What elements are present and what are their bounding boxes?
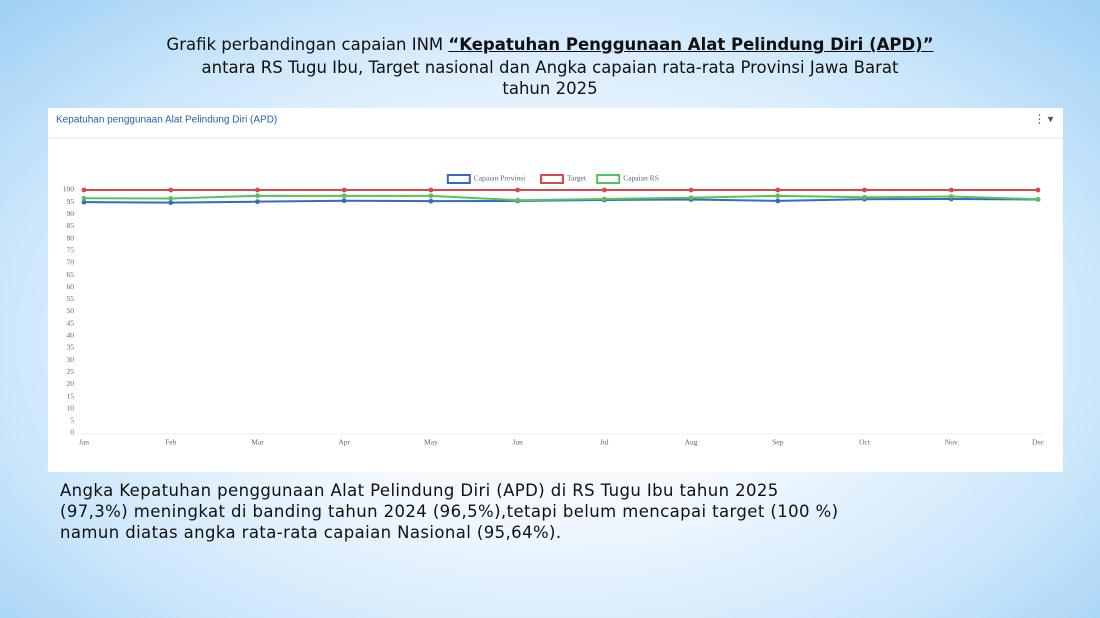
summary-text: namun diatas angka rata-rata capaian Nas… — [60, 523, 562, 542]
chart-panel: Kepatuhan penggunaan Alat Pelindung Diri… — [48, 108, 1063, 472]
legend-label: Capaian Provinsi — [474, 174, 525, 183]
data-point — [601, 196, 607, 202]
series-line — [83, 194, 1039, 202]
y-tick-label: 0 — [70, 428, 74, 437]
y-tick-label: 100 — [63, 185, 75, 194]
summary-text: (97,3%) meningkat di banding tahun 2024 … — [60, 502, 839, 521]
data-point — [1035, 196, 1041, 202]
x-tick-label: Jan — [79, 438, 89, 447]
summary-text: Angka Kepatuhan penggunaan Alat Pelindun… — [60, 481, 779, 500]
y-tick-label: 25 — [67, 367, 75, 376]
data-point — [862, 187, 867, 193]
data-point — [428, 193, 434, 199]
data-point — [948, 194, 954, 199]
legend-swatch — [540, 174, 564, 184]
y-tick-label: 10 — [67, 403, 75, 412]
legend-swatch — [596, 174, 621, 184]
data-point — [341, 198, 347, 204]
data-point — [688, 195, 694, 201]
y-tick-label: 60 — [67, 282, 75, 291]
y-tick-label: 65 — [67, 270, 75, 279]
data-point — [862, 194, 867, 200]
y-tick-label: 45 — [67, 318, 75, 327]
data-point — [168, 187, 174, 193]
x-tick-label: Dec — [1032, 438, 1045, 447]
y-tick-label: 80 — [67, 233, 75, 242]
legend-label: Capaian RS — [623, 174, 659, 183]
x-tick-label: Feb — [165, 438, 177, 447]
panel-title: Kepatuhan penggunaan Alat Pelindung Diri… — [56, 115, 277, 126]
y-tick-label: 55 — [67, 294, 75, 303]
slide-title: Grafik perbandingan capaian INM “Kepatuh… — [0, 35, 1100, 54]
data-point — [601, 187, 607, 193]
data-point — [81, 199, 87, 205]
data-point — [688, 187, 694, 193]
y-tick-label: 15 — [67, 391, 75, 400]
legend-swatch — [446, 174, 471, 184]
y-tick-label: 95 — [67, 197, 75, 206]
y-tick-label: 5 — [70, 416, 74, 425]
y-tick-label: 50 — [67, 306, 75, 315]
menu-icon[interactable]: ⋮ ▾ — [1034, 114, 1054, 126]
data-point — [775, 187, 781, 193]
y-tick-label: 75 — [67, 245, 75, 254]
data-point — [775, 193, 781, 199]
data-point — [168, 200, 174, 206]
data-point — [428, 198, 434, 204]
title-emphasis: “Kepatuhan Penggunaan Alat Pelindung Dir… — [448, 35, 934, 54]
data-point — [515, 187, 521, 193]
x-tick-label: May — [424, 438, 438, 447]
x-tick-label: Mar — [251, 438, 264, 447]
data-point — [428, 187, 434, 193]
data-point — [1035, 187, 1041, 193]
y-tick-label: 70 — [67, 258, 75, 267]
x-tick-label: Nov — [945, 438, 958, 447]
x-tick-label: Apr — [338, 438, 350, 447]
y-tick-label: 85 — [67, 221, 75, 230]
y-tick-label: 20 — [67, 379, 75, 388]
data-point — [255, 187, 260, 193]
panel-background — [48, 108, 1063, 472]
data-point — [515, 197, 521, 203]
legend-label: Target — [567, 174, 587, 183]
x-tick-label: Oct — [859, 438, 871, 447]
x-tick-label: Aug — [685, 438, 698, 447]
data-point — [81, 187, 87, 193]
y-tick-label: 90 — [67, 209, 75, 218]
title-text: Grafik perbandingan capaian INM — [166, 35, 449, 54]
y-tick-label: 30 — [67, 355, 75, 364]
x-tick-label: Jun — [512, 438, 523, 447]
data-point — [948, 187, 954, 193]
data-point — [255, 193, 260, 199]
slide-subtitle: tahun 2025 — [502, 79, 598, 98]
x-tick-label: Jul — [600, 438, 609, 447]
data-point — [341, 187, 347, 193]
data-point — [168, 196, 174, 201]
data-point — [341, 193, 347, 199]
y-tick-label: 35 — [67, 343, 75, 352]
data-point — [775, 198, 781, 204]
y-tick-label: 40 — [67, 331, 75, 340]
data-point — [255, 199, 260, 205]
slide-subtitle: antara RS Tugu Ibu, Target nasional dan … — [201, 58, 899, 77]
x-tick-label: Sep — [772, 438, 784, 447]
data-point — [81, 195, 87, 201]
